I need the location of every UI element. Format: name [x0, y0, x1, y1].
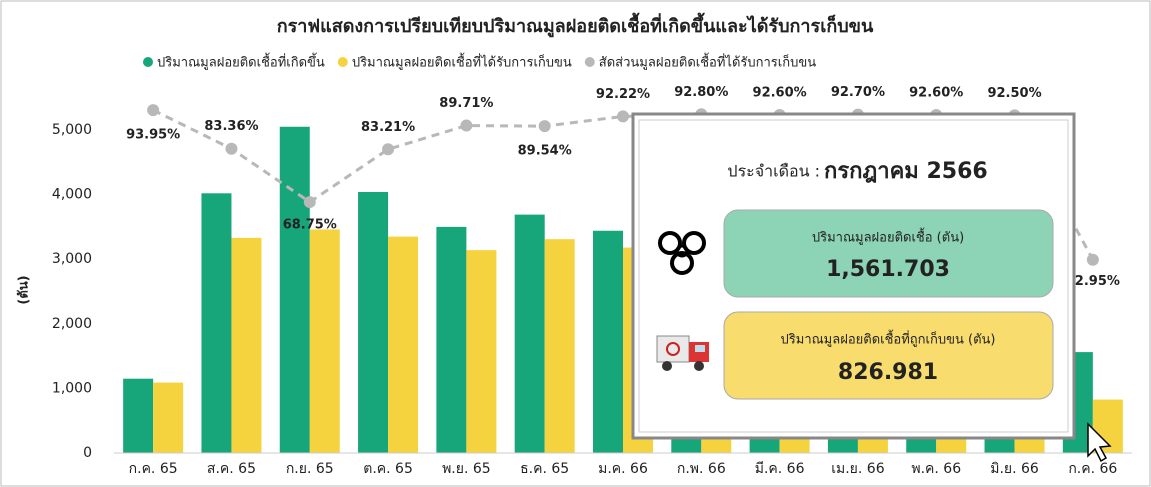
tooltip-card	[723, 209, 1054, 298]
tooltip-item-label: ปริมาณมูลฝอยติดเชื้อที่ถูกเก็บขน (ตัน)	[781, 330, 996, 348]
y-tick-label: 0	[83, 445, 92, 461]
x-tick-label: ก.ย. 65	[286, 461, 334, 477]
y-tick-label: 3,000	[52, 251, 92, 267]
legend-label: สัดส่วนมูลฝอยติดเชื้อที่ได้รับการเก็บขน	[599, 53, 816, 71]
bar	[388, 236, 419, 453]
line-point	[617, 110, 629, 123]
x-tick-label: ก.ค. 66	[1068, 461, 1117, 477]
biohazard-icon	[658, 231, 706, 275]
line-point	[538, 120, 551, 133]
bar	[593, 230, 623, 453]
bar	[466, 250, 497, 453]
chart-title: กราฟแสดงการเปรียบเทียบปริมาณมูลฝอยติดเชื…	[277, 12, 874, 38]
bar	[279, 126, 310, 454]
bar	[514, 214, 545, 453]
data-label: 92.70%	[831, 85, 885, 100]
truck-icon	[656, 335, 709, 371]
x-tick-label: มี.ค. 66	[755, 461, 805, 477]
x-tick-label: ต.ค. 65	[363, 461, 413, 477]
line-point	[303, 196, 316, 209]
data-label: 83.21%	[361, 120, 415, 135]
legend-label: ปริมาณมูลฝอยติดเชื้อที่ได้รับการเก็บขน	[352, 53, 572, 71]
x-tick-label: พ.ค. 66	[911, 461, 961, 477]
x-tick-label: ก.พ. 66	[677, 461, 726, 477]
y-tick-label: 4,000	[52, 187, 92, 203]
x-tick-label: ส.ค. 65	[207, 461, 256, 477]
data-label: 92.50%	[987, 86, 1041, 101]
data-label: 92.60%	[909, 86, 963, 101]
data-label: 92.22%	[596, 87, 650, 102]
data-label: 92.80%	[674, 85, 728, 100]
data-label: 93.95%	[126, 128, 180, 143]
legend-label: ปริมาณมูลฝอยติดเชื้อที่เกิดขึ้น	[157, 53, 325, 71]
legend-marker	[143, 57, 153, 67]
tooltip-inner	[638, 119, 1069, 433]
tooltip-card	[723, 311, 1054, 400]
bar	[201, 193, 232, 453]
line-point	[460, 119, 473, 132]
legend-marker	[337, 57, 348, 67]
y-tick-label: 5,000	[52, 122, 92, 138]
bar	[436, 226, 467, 453]
tooltip-month: กรกฎาคม 2566	[824, 159, 988, 184]
bar	[544, 239, 575, 453]
x-tick-label: เม.ย. 66	[831, 461, 884, 477]
tooltip-item-value: 1,561.703	[826, 257, 950, 282]
bar	[123, 378, 154, 453]
bar	[358, 192, 389, 453]
cursor	[1087, 422, 1112, 463]
data-label: 89.71%	[439, 96, 493, 111]
line-point	[147, 104, 160, 117]
data-label: 89.54%	[518, 144, 572, 159]
y-tick-label: 1,000	[52, 380, 92, 396]
tooltip: ประจำเดือน : กรกฎาคม 2566 ปริมาณมูลฝอยติ…	[631, 112, 1076, 440]
data-label: 92.60%	[753, 86, 807, 101]
bar	[153, 382, 184, 453]
x-tick-label: ธ.ค. 65	[520, 461, 569, 477]
x-tick-label: พ.ย. 65	[442, 461, 491, 477]
bar	[309, 229, 340, 453]
bar	[231, 237, 262, 453]
x-tick-label: ม.ค. 66	[598, 461, 648, 477]
data-label: 52.95%	[1066, 274, 1120, 289]
line-point	[382, 143, 395, 156]
line-point	[1086, 253, 1099, 266]
tooltip-label: ประจำเดือน :	[727, 162, 820, 181]
tooltip-item-value: 826.981	[838, 360, 938, 385]
x-tick-label: ก.ค. 65	[129, 461, 178, 477]
y-tick-label: 2,000	[52, 316, 92, 332]
x-tick-label: มิ.ย. 66	[990, 461, 1039, 477]
y-axis-label: (ตัน)	[17, 275, 32, 304]
legend-marker	[584, 57, 595, 67]
data-label: 83.36%	[204, 119, 258, 134]
line-point	[225, 142, 238, 155]
data-label: 68.75%	[283, 218, 337, 233]
tooltip-item-label: ปริมาณมูลฝอยติดเชื้อ (ตัน)	[812, 228, 964, 246]
